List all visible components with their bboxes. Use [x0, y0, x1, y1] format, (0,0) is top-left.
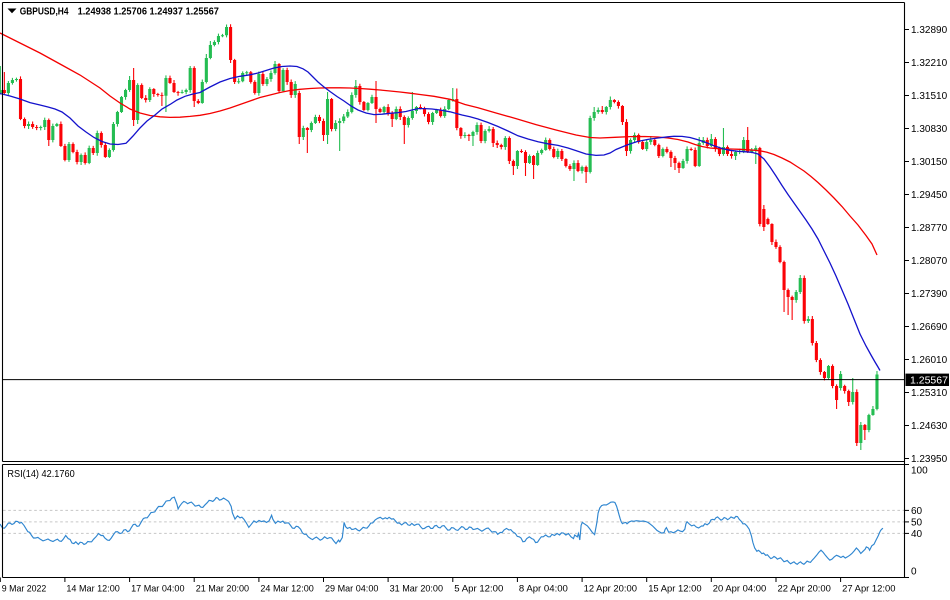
- svg-text:0: 0: [911, 567, 917, 578]
- svg-text:RSI(14) 42.1760: RSI(14) 42.1760: [7, 469, 75, 480]
- svg-text:1.31510: 1.31510: [911, 91, 948, 102]
- svg-text:1.26690: 1.26690: [911, 322, 948, 333]
- svg-text:1.32210: 1.32210: [911, 58, 948, 69]
- svg-text:15 Apr 12:00: 15 Apr 12:00: [648, 584, 701, 595]
- svg-text:1.30830: 1.30830: [911, 124, 948, 135]
- svg-text:1.30150: 1.30150: [911, 157, 948, 168]
- svg-text:1.28070: 1.28070: [911, 256, 948, 267]
- svg-text:1.23950: 1.23950: [911, 454, 948, 465]
- svg-text:12 Apr 20:00: 12 Apr 20:00: [584, 584, 637, 595]
- svg-text:50: 50: [911, 517, 923, 528]
- svg-text:24 Mar 12:00: 24 Mar 12:00: [260, 584, 313, 595]
- svg-text:1.25567: 1.25567: [910, 374, 948, 386]
- svg-text:1.32890: 1.32890: [911, 25, 948, 36]
- svg-text:20 Apr 04:00: 20 Apr 04:00: [713, 584, 766, 595]
- svg-text:1.24938 1.25706 1.24937 1.2556: 1.24938 1.25706 1.24937 1.25567: [78, 5, 219, 17]
- svg-text:100: 100: [911, 466, 928, 477]
- svg-text:27 Apr 12:00: 27 Apr 12:00: [842, 584, 895, 595]
- svg-text:17 Mar 04:00: 17 Mar 04:00: [131, 584, 184, 595]
- svg-text:5 Apr 12:00: 5 Apr 12:00: [454, 584, 503, 595]
- svg-text:40: 40: [911, 529, 923, 540]
- svg-text:1.27390: 1.27390: [911, 289, 948, 300]
- svg-text:GBPUSD,H4: GBPUSD,H4: [20, 5, 69, 17]
- svg-text:14 Mar 12:00: 14 Mar 12:00: [66, 584, 119, 595]
- svg-text:31 Mar 20:00: 31 Mar 20:00: [390, 584, 443, 595]
- svg-text:1.24630: 1.24630: [911, 421, 948, 432]
- svg-text:21 Mar 20:00: 21 Mar 20:00: [196, 584, 249, 595]
- svg-text:8 Apr 04:00: 8 Apr 04:00: [519, 584, 568, 595]
- svg-text:1.25310: 1.25310: [911, 388, 948, 399]
- svg-text:9 Mar 2022: 9 Mar 2022: [2, 584, 47, 595]
- svg-text:29 Mar 04:00: 29 Mar 04:00: [325, 584, 378, 595]
- svg-text:1.28770: 1.28770: [911, 223, 948, 234]
- svg-text:22 Apr 20:00: 22 Apr 20:00: [778, 584, 831, 595]
- svg-text:1.26010: 1.26010: [911, 355, 948, 366]
- svg-text:60: 60: [911, 506, 923, 517]
- svg-text:1.29450: 1.29450: [911, 190, 948, 201]
